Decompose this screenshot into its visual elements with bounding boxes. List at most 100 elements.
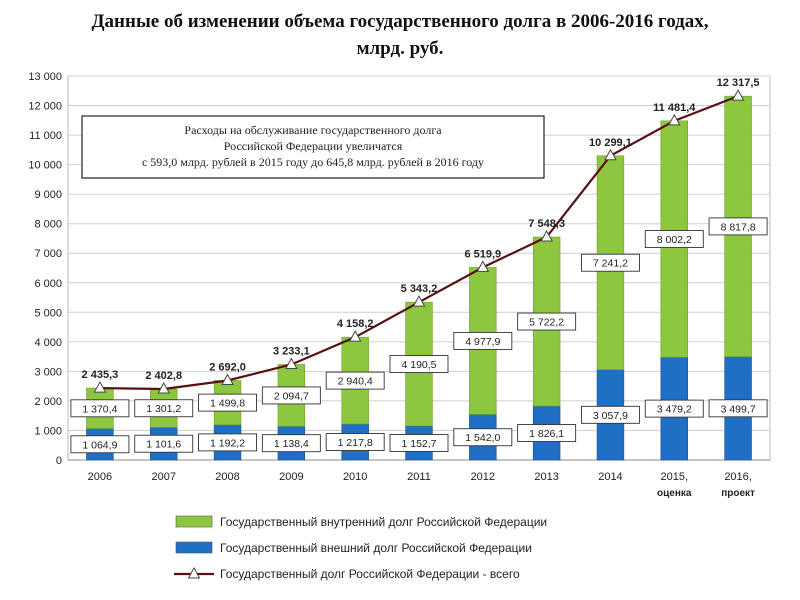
x-axis-ticks: 2006 2007 2008 2009 2010 2011 2012 2013 2014 2015… (88, 471, 755, 499)
legend-swatch (175, 515, 213, 528)
y-tick-label: 0 (56, 455, 62, 467)
external-debt-label-box (198, 433, 257, 452)
x-tick-label: 2012 (471, 471, 495, 483)
total-debt-marker (604, 148, 617, 161)
chart-title: Данные об изменении объема государственн… (0, 8, 800, 62)
internal-debt-label: 5 722,2 (529, 317, 564, 329)
y-tick-label: 11 000 (29, 130, 62, 142)
internal-debt-label: 4 190,5 (401, 359, 436, 371)
total-debt-label: 2 435,3 (82, 369, 119, 381)
total-debt-label: 6 519,9 (464, 248, 501, 260)
total-debt-label: 12 317,5 (717, 77, 760, 89)
y-tick-label: 12 000 (28, 101, 62, 113)
y-tick-label: 7 000 (34, 248, 62, 260)
external-debt-label-box (581, 405, 640, 424)
external-debt-label-box (261, 434, 321, 453)
total-debt-marker (348, 330, 362, 342)
external-debt-label: 3 479,2 (657, 404, 692, 416)
total-debt-marker (285, 357, 298, 369)
y-tick-label: 6 000 (34, 278, 62, 290)
x-tick-label: 2007 (151, 471, 175, 483)
total-debt-marker (540, 229, 553, 242)
y-tick-label: 13 000 (28, 71, 62, 83)
x-tick-label: 2009 (279, 471, 303, 483)
external-debt-label: 3 499,7 (721, 403, 756, 415)
total-debt-label: 2 692,0 (209, 361, 246, 373)
y-tick-label: 2 000 (34, 396, 62, 408)
total-debt-marker (157, 381, 171, 394)
total-debt-label: 10 299,1 (589, 137, 632, 149)
data-labels: 1 064,9 1 370,4 1 101,6 1 301,2 1 192,2 1 499… (70, 77, 768, 454)
y-tick-label: 9 000 (34, 189, 62, 201)
y-tick-label: 5 000 (34, 307, 62, 319)
external-debt-label-box (644, 399, 704, 418)
annotation-frame (81, 115, 545, 179)
x-tick-label: 2016, (724, 471, 752, 483)
external-debt-label-box (708, 399, 768, 418)
x-tick-sublabel: оценка (657, 488, 692, 499)
total-debt-marker (93, 381, 107, 393)
total-debt-marker (412, 295, 426, 307)
internal-debt-label: 4 977,9 (465, 336, 500, 348)
external-debt-label: 1 152,7 (401, 438, 436, 450)
total-debt-marker (221, 373, 234, 385)
total-debt-marker (476, 260, 490, 272)
x-tick-label: 2014 (598, 471, 622, 483)
annotation-line: с 593,0 млрд. рублей в 2015 году до 645,… (142, 155, 484, 169)
y-tick-label: 1 000 (34, 425, 62, 437)
y-tick-label: 10 000 (28, 160, 62, 172)
external-debt-label: 1 064,9 (82, 439, 117, 451)
internal-debt-label: 2 940,4 (338, 376, 373, 388)
internal-debt-label: 1 370,4 (82, 403, 117, 415)
external-debt-label-box (517, 424, 577, 442)
chart-title-line-1: Данные об изменении объема государственн… (91, 11, 709, 32)
legend-item: Государственный долг Российской Федераци… (174, 566, 520, 581)
external-debt-label-box (453, 428, 513, 447)
external-debt-label-box (325, 433, 385, 451)
x-tick-label: 2008 (215, 471, 239, 483)
x-tick-label: 2011 (407, 471, 431, 483)
y-tick-label: 8 000 (34, 219, 62, 231)
internal-debt-label-box (134, 399, 194, 418)
internal-debt-label-box (453, 331, 513, 350)
total-debt-marker (667, 113, 681, 126)
annotation-box: Расходы на обслуживание государственного… (81, 115, 545, 179)
external-debt-label: 1 138,4 (274, 438, 309, 450)
legend-label: Государственный внешний долг Российской … (220, 541, 532, 555)
x-tick-label: 2006 (88, 471, 112, 483)
internal-debt-label-box (644, 230, 704, 248)
legend-marker (187, 566, 201, 579)
internal-debt-label: 1 301,2 (146, 403, 181, 415)
legend-item: Государственный внутренний долг Российск… (175, 515, 547, 529)
external-debt-label: 3 057,9 (593, 410, 628, 422)
x-tick-label: 2013 (534, 471, 558, 483)
internal-debt-label-box (70, 399, 130, 418)
debt-chart: 0 1 000 2 000 3 000 4 000 5 000 6 000 7 000 8 00… (28, 71, 771, 581)
annotation-line: Российской Федерации увеличатся (224, 139, 403, 153)
total-line (93, 89, 745, 394)
internal-debt-label: 7 241,2 (593, 258, 628, 270)
total-debt-label: 2 402,8 (145, 370, 182, 382)
total-debt-marker (731, 89, 745, 101)
internal-debt-label-box (517, 312, 577, 331)
external-debt-label-box (389, 434, 449, 452)
external-debt-label: 1 826,1 (529, 428, 564, 440)
internal-debt-label-box (581, 253, 640, 272)
legend: Государственный внутренний долг Российск… (174, 515, 547, 581)
external-debt-label: 1 192,2 (210, 437, 245, 449)
x-tick-sublabel: проект (721, 488, 755, 499)
total-debt-label: 4 158,2 (337, 318, 374, 330)
internal-debt-label-box (389, 355, 449, 374)
total-debt-label: 7 548,3 (528, 218, 565, 230)
chart-title-line-2: млрд. руб. (356, 38, 444, 59)
x-tick-label: 2010 (343, 471, 367, 483)
y-axis-ticks: 0 1 000 2 000 3 000 4 000 5 000 6 000 7 000 8 00… (28, 71, 62, 467)
internal-debt-label-box (708, 217, 768, 236)
legend-swatch (175, 541, 213, 554)
y-tick-label: 3 000 (34, 366, 62, 378)
external-debt-label: 1 101,6 (146, 439, 181, 451)
internal-debt-label-box (198, 393, 257, 412)
total-debt-label: 5 343,2 (401, 283, 438, 295)
legend-item: Государственный внешний долг Российской … (175, 541, 532, 555)
internal-debt-label: 8 002,2 (657, 234, 692, 246)
